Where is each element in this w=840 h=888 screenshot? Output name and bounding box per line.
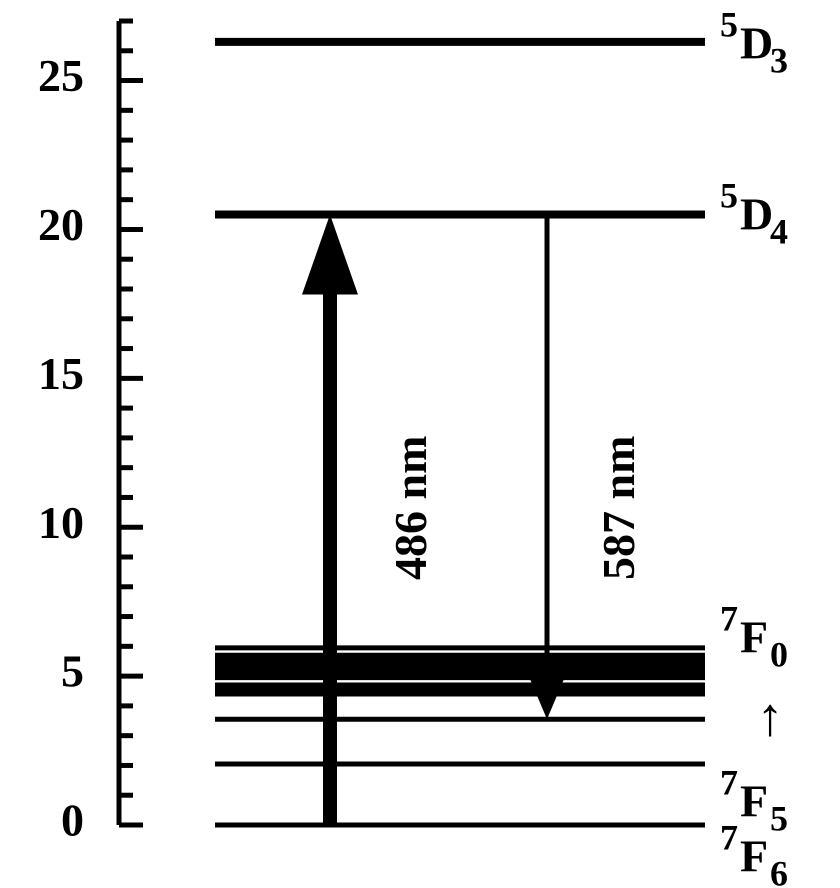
level-label-sub-7F5: 5 <box>770 798 788 838</box>
level-label-main-5D4: D <box>740 189 773 240</box>
level-label-main-5D3: D <box>740 18 773 69</box>
level-label-sup-7F5: 7 <box>720 762 738 802</box>
y-axis-tick-label: 20 <box>38 199 84 250</box>
transition-label-abs: 486 nm <box>384 436 437 580</box>
y-axis-tick-label: 25 <box>38 50 84 101</box>
y-axis-tick-label: 15 <box>38 348 84 399</box>
level-label-sub-5D4: 4 <box>770 211 788 251</box>
level-label-main-7F5: F <box>740 776 768 827</box>
level-label-sup-7F0: 7 <box>720 598 738 638</box>
energy-level-diagram: 05101520257F67F57F05D45D3↑ 486 nm587 nm <box>0 0 840 888</box>
transition-arrow-head-em <box>528 674 566 719</box>
level-label-sup-5D4: 5 <box>720 175 738 215</box>
level-label-main-7F0: F <box>740 612 768 663</box>
transition-label-em: 587 nm <box>592 436 645 580</box>
y-axis-tick-label: 10 <box>38 497 84 548</box>
y-axis-tick-label: 5 <box>61 646 84 697</box>
y-axis-tick-label: 0 <box>61 795 84 846</box>
level-label-sub-7F6: 6 <box>770 853 788 888</box>
level-label-sup-5D3: 5 <box>720 4 738 44</box>
level-label-main-7F6: F <box>740 831 768 882</box>
level-label-sup-7F6: 7 <box>720 817 738 857</box>
up-arrow-glyph: ↑ <box>757 687 784 747</box>
transition-arrow-head-abs <box>302 215 358 295</box>
level-label-sub-7F0: 0 <box>770 634 788 674</box>
level-label-sub-5D3: 3 <box>770 40 788 80</box>
